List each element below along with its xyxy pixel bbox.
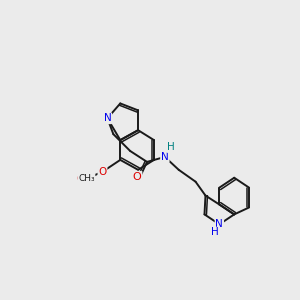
Text: N: N [161, 152, 169, 162]
Text: N: N [215, 219, 223, 229]
Text: O: O [133, 172, 142, 182]
Text: N: N [103, 113, 111, 123]
Text: O: O [76, 174, 85, 184]
Text: O: O [98, 167, 106, 177]
Text: CH₃: CH₃ [78, 174, 95, 183]
Text: H: H [211, 227, 218, 237]
Text: H: H [167, 142, 175, 152]
